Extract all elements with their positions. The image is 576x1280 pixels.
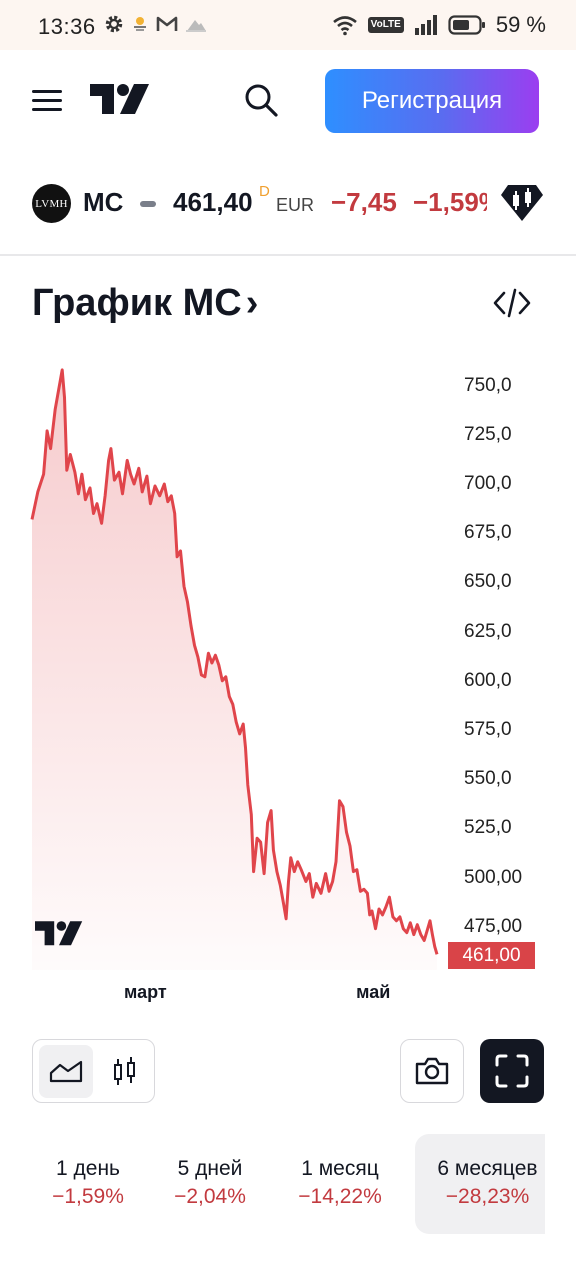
y-tick-label: 500,00	[464, 866, 523, 888]
currency: EUR	[276, 195, 315, 215]
period-1-day[interactable]: 1 день −1,59%	[34, 1134, 142, 1234]
signal-icon	[414, 15, 437, 35]
status-time: 13:36	[38, 14, 96, 39]
y-tick-label: 600,0	[464, 669, 512, 691]
gmail-icon	[156, 16, 178, 31]
tradingview-watermark[interactable]	[35, 921, 83, 947]
period-1-month[interactable]: 1 месяц −14,22%	[280, 1134, 400, 1234]
chart-type-switcher	[32, 1039, 155, 1103]
status-bar: 13:36 VoLTE	[0, 0, 576, 50]
code-icon[interactable]	[492, 286, 532, 320]
symbol-name[interactable]: MC	[83, 187, 124, 217]
y-tick-label: 725,0	[464, 423, 512, 445]
y-tick-label: 625,0	[464, 620, 512, 642]
battery-icon	[448, 15, 485, 35]
gear-icon	[105, 15, 123, 33]
price-change: −7,45	[331, 187, 397, 217]
period-label: 1 месяц	[301, 1157, 379, 1180]
tradingview-logo[interactable]	[90, 84, 150, 116]
symbol-header: LVMH MC 461,40 D EUR −7,45 −1,59%	[0, 165, 576, 241]
last-price: 461,40	[173, 187, 253, 217]
snapshot-button[interactable]	[400, 1039, 464, 1103]
company-logo: LVMH	[32, 184, 71, 223]
period-6-months[interactable]: 6 месяцев −28,23%	[415, 1134, 545, 1234]
period-change: −2,04%	[174, 1185, 246, 1208]
price-area-fill	[32, 369, 437, 970]
price-change-percent-wrap: −1,59%	[413, 187, 487, 218]
area-chart-icon	[49, 1060, 83, 1082]
y-tick-label: 650,0	[464, 571, 512, 593]
weather-icon	[134, 17, 146, 31]
x-tick-label: май	[356, 982, 391, 1002]
period-label: 5 дней	[177, 1157, 243, 1180]
app-header: Регистрация	[0, 50, 576, 150]
candlestick-button[interactable]	[99, 1045, 151, 1098]
y-tick-label: 575,0	[464, 718, 512, 740]
market-status-indicator	[140, 201, 156, 207]
header-divider	[0, 254, 576, 256]
fullscreen-icon	[495, 1054, 529, 1088]
register-button[interactable]: Регистрация	[325, 69, 539, 133]
y-tick-label: 475,00	[464, 915, 523, 937]
x-tick-label: март	[124, 982, 167, 1002]
status-notification-icons	[104, 14, 208, 34]
y-tick-label: 750,0	[464, 374, 512, 396]
search-icon[interactable]	[243, 82, 279, 118]
period-label: 1 день	[56, 1157, 120, 1180]
period-change: −1,59%	[52, 1185, 124, 1208]
wifi-icon	[332, 16, 357, 36]
candles-badge-icon[interactable]	[500, 183, 544, 223]
price-change-percent: −1,59%	[413, 187, 487, 217]
period-change: −28,23%	[445, 1185, 530, 1208]
candlestick-icon	[114, 1056, 135, 1085]
y-tick-label: 675,0	[464, 522, 512, 544]
period-label: 6 месяцев	[437, 1157, 538, 1180]
chart-title: График MC	[32, 282, 242, 324]
status-system-icons: VoLTE 59 %	[332, 12, 546, 38]
period-change: −14,22%	[298, 1185, 382, 1208]
chart-title-link[interactable]: График MC ›	[32, 282, 258, 325]
camera-icon	[415, 1057, 449, 1085]
chevron-right-icon: ›	[245, 282, 259, 324]
y-tick-label: 525,0	[464, 817, 512, 839]
hamburger-icon[interactable]	[32, 90, 62, 112]
last-price-tag: 461,00	[448, 942, 535, 969]
battery-percent: 59 %	[495, 12, 546, 37]
period-5-days[interactable]: 5 дней −2,04%	[156, 1134, 264, 1234]
delayed-data-flag[interactable]: D	[259, 183, 270, 200]
price-line	[30, 368, 439, 955]
y-tick-label: 700,0	[464, 472, 512, 494]
area-chart-button[interactable]	[39, 1045, 93, 1098]
period-selector: 1 день −1,59% 5 дней −2,04% 1 месяц −14,…	[0, 1134, 545, 1234]
y-tick-label: 550,0	[464, 768, 512, 790]
fullscreen-button[interactable]	[480, 1039, 544, 1103]
cloud-icon	[186, 20, 206, 32]
volte-icon: VoLTE	[367, 17, 404, 33]
